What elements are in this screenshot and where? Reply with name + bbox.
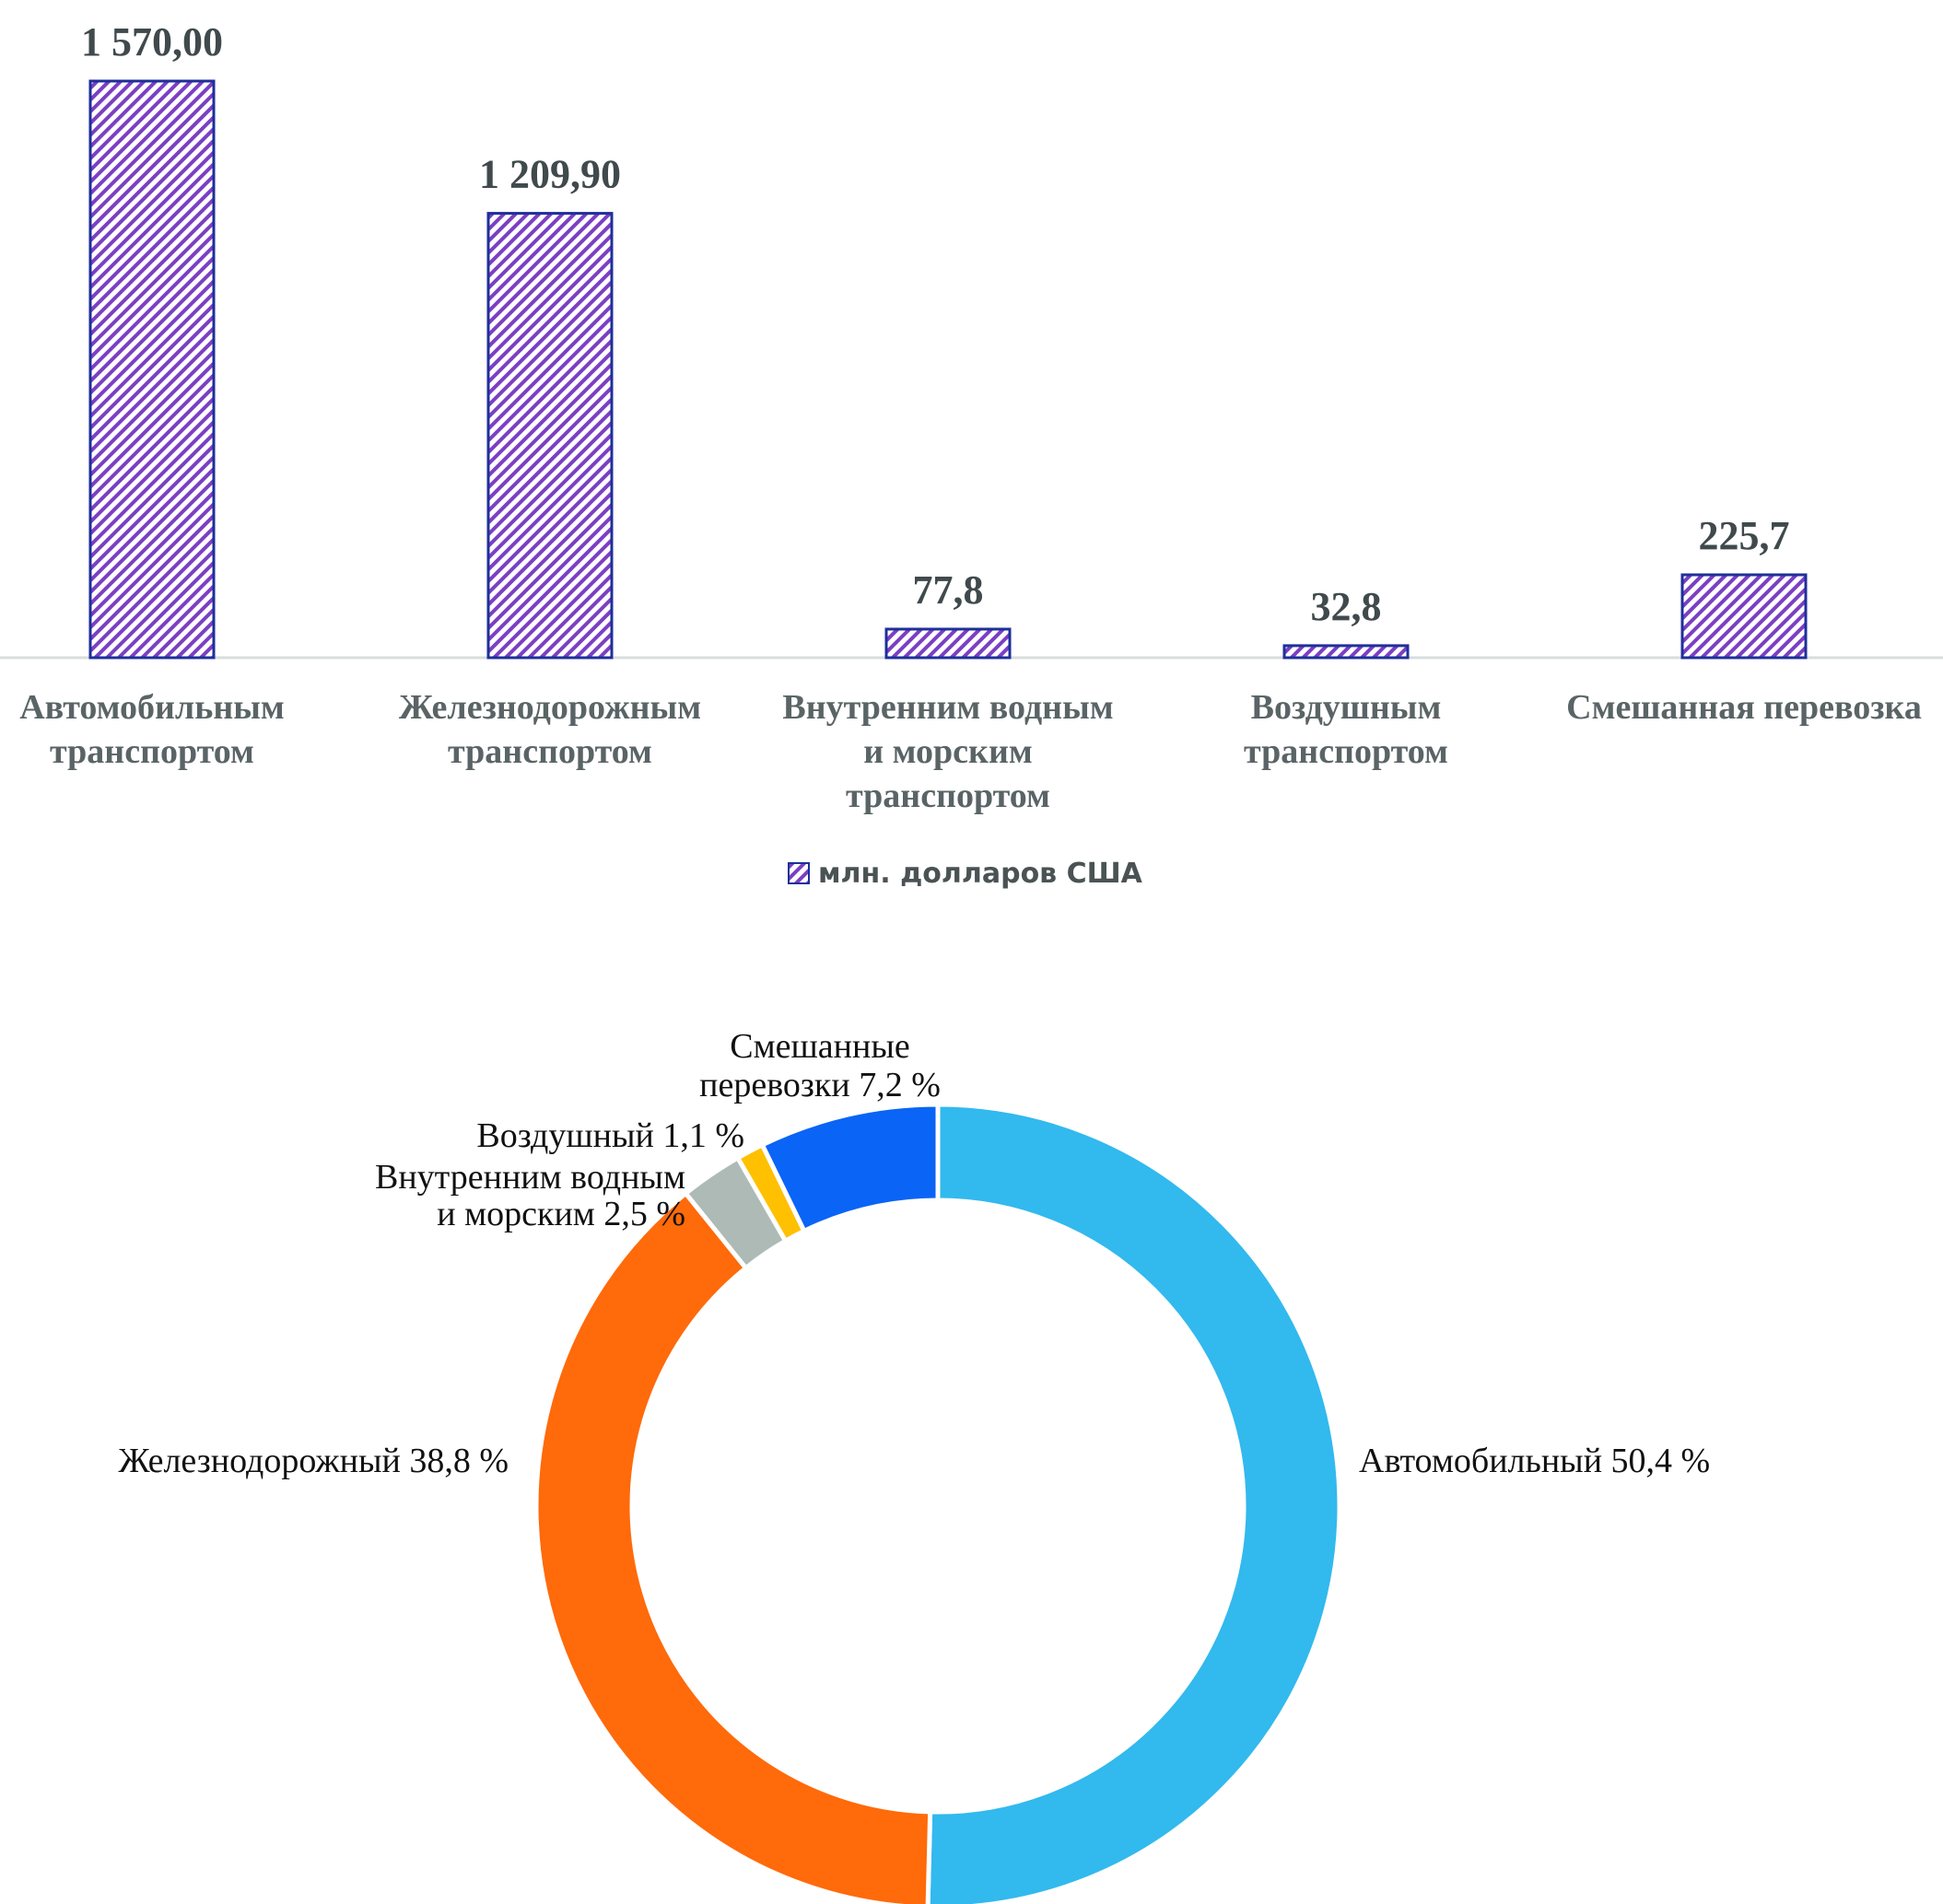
bar-value-label-1: 1 209,90	[479, 152, 621, 197]
category-label-1-0: Железнодорожным	[399, 688, 701, 727]
value-labels-group: 1 570,00 1 209,90 77,8 32,8 225,7	[81, 19, 1790, 629]
donut-slice-4	[759, 1102, 941, 1234]
legend-label: млн. долларов США	[818, 858, 1143, 890]
category-label-1-1: транспортом	[448, 732, 652, 771]
category-label-2-1: и морским	[863, 732, 1032, 771]
donut-slice-0	[925, 1102, 1342, 1904]
category-label-0-0: Автомобильным	[19, 688, 285, 727]
category-label-2-0: Внутренним водным	[782, 688, 1113, 727]
category-label-3-1: транспортом	[1244, 732, 1448, 771]
donut-chart: Автомобильный 50,4 % Железнодорожный 38,8…	[118, 1027, 1710, 1904]
donut-label-3-0: Воздушный 1,1 %	[476, 1116, 744, 1155]
bar-value-label-0: 1 570,00	[81, 19, 223, 64]
category-labels-group: Автомобильным транспортом Железнодорожным т…	[19, 688, 1922, 815]
category-label-0-1: транспортом	[50, 732, 254, 771]
bar-value-label-4: 225,7	[1699, 513, 1790, 558]
bar-chart: 1 570,00 1 209,90 77,8 32,8 225,7 Автомобиль…	[0, 19, 1943, 890]
bar-2	[884, 627, 1012, 660]
bar-0	[88, 79, 216, 660]
bar-value-label-2: 77,8	[913, 567, 984, 613]
category-label-4-0: Смешанная перевозка	[1566, 688, 1922, 727]
category-label-2-2: транспортом	[846, 777, 1050, 815]
bars-group	[88, 79, 1808, 660]
bar-value-label-3: 32,8	[1311, 584, 1382, 629]
donut-label-2-1: и морским 2,5 %	[437, 1195, 685, 1233]
legend-swatch	[788, 862, 810, 884]
donut-label-0-0: Автомобильный 50,4 %	[1359, 1442, 1710, 1480]
donut-label-1-0: Железнодорожный 38,8 %	[118, 1442, 509, 1480]
bar-3	[1282, 644, 1410, 660]
donut-label-2-0: Внутренним водным	[375, 1158, 685, 1197]
bar-4	[1680, 573, 1808, 660]
donut-slice-1	[533, 1190, 933, 1904]
bar-1	[486, 212, 614, 660]
donut-slices-group	[533, 1102, 1342, 1904]
category-label-3-0: Воздушным	[1251, 688, 1442, 727]
donut-label-4-1: перевозки 7,2 %	[699, 1066, 941, 1104]
donut-labels-group: Автомобильный 50,4 % Железнодорожный 38,8…	[118, 1027, 1710, 1480]
legend: млн. долларов США	[788, 858, 1143, 890]
donut-label-4-0: Смешанные	[730, 1027, 909, 1066]
